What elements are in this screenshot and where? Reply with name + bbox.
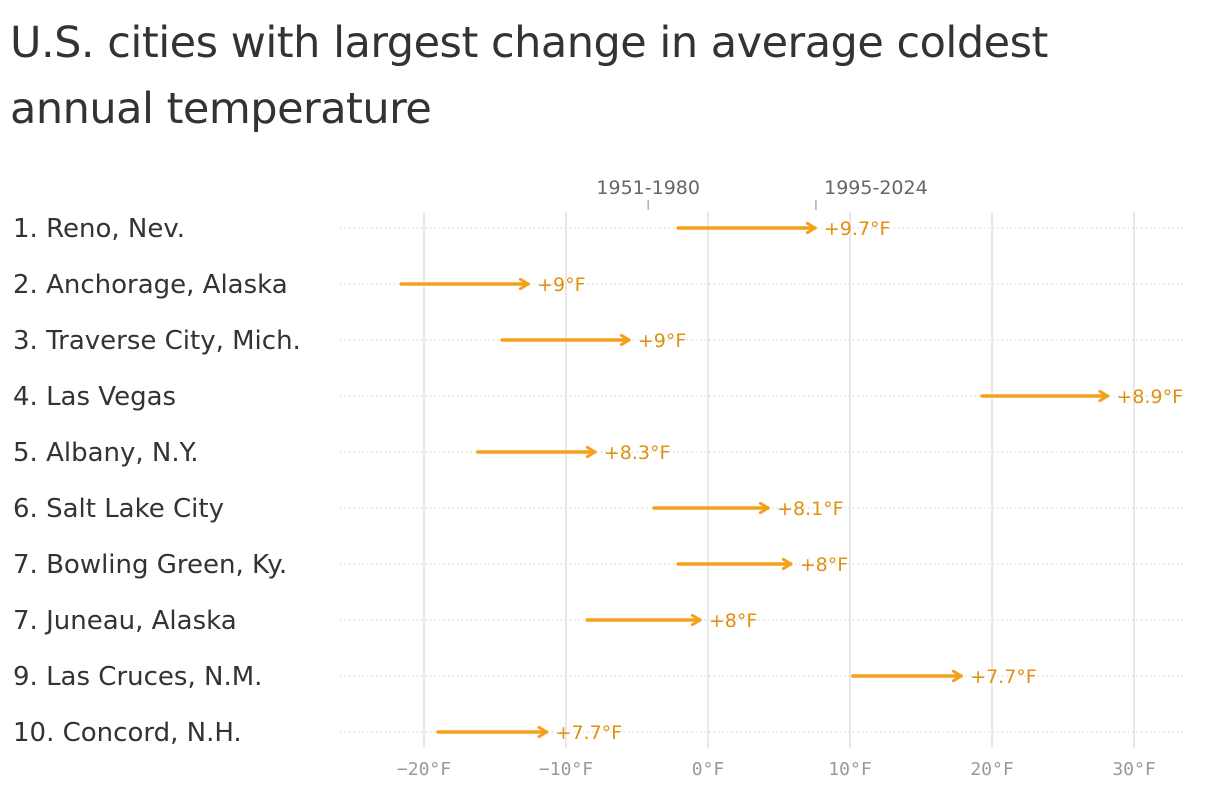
change-value-label: +7.7°F bbox=[556, 722, 623, 744]
row-lines bbox=[340, 227, 1186, 733]
city-label: 6. Salt Lake City bbox=[13, 494, 224, 524]
city-label: 10. Concord, N.H. bbox=[13, 718, 242, 748]
gridlines bbox=[423, 212, 1135, 748]
change-value-label: +9.7°F bbox=[824, 218, 891, 240]
city-label: 9. Las Cruces, N.M. bbox=[13, 662, 262, 692]
city-label: 4. Las Vegas bbox=[13, 382, 176, 412]
city-label: 1. Reno, Nev. bbox=[13, 214, 185, 244]
period-end-label: 1995-2024 bbox=[824, 177, 928, 199]
x-tick-label: −20°F bbox=[397, 759, 451, 780]
city-label: 3. Traverse City, Mich. bbox=[13, 326, 301, 356]
change-value-label: +8.9°F bbox=[1116, 386, 1183, 408]
change-value-label: +8°F bbox=[800, 554, 848, 576]
change-value-label: +7.7°F bbox=[970, 666, 1037, 688]
arrows bbox=[399, 228, 1110, 732]
x-tick-label: 10°F bbox=[828, 759, 871, 780]
change-value-label: +8.3°F bbox=[604, 442, 671, 464]
city-label: 7. Juneau, Alaska bbox=[13, 606, 237, 636]
city-label: 2. Anchorage, Alaska bbox=[13, 270, 288, 300]
change-value-label: +9°F bbox=[537, 274, 585, 296]
x-tick-label: 0°F bbox=[692, 759, 725, 780]
city-label: 5. Albany, N.Y. bbox=[13, 438, 199, 468]
period-start-label: 1951-1980 bbox=[596, 177, 700, 199]
change-value-label: +8.1°F bbox=[777, 498, 844, 520]
x-tick-label: 30°F bbox=[1112, 759, 1155, 780]
chart-title: U.S. cities with largest change in avera… bbox=[10, 18, 1048, 134]
period-labels: 1951-1980 1995-2024 bbox=[596, 177, 928, 210]
change-value-label: +8°F bbox=[709, 610, 757, 632]
city-label: 7. Bowling Green, Ky. bbox=[13, 550, 287, 580]
x-tick-label: −10°F bbox=[539, 759, 593, 780]
x-axis-ticks: −20°F −10°F 0°F 10°F 20°F 30°F bbox=[397, 759, 1156, 780]
change-value-label: +9°F bbox=[638, 330, 686, 352]
row-labels: 1. Reno, Nev. +9.7°F 2. Anchorage, Alaska +… bbox=[13, 214, 1183, 748]
x-tick-label: 20°F bbox=[970, 759, 1013, 780]
